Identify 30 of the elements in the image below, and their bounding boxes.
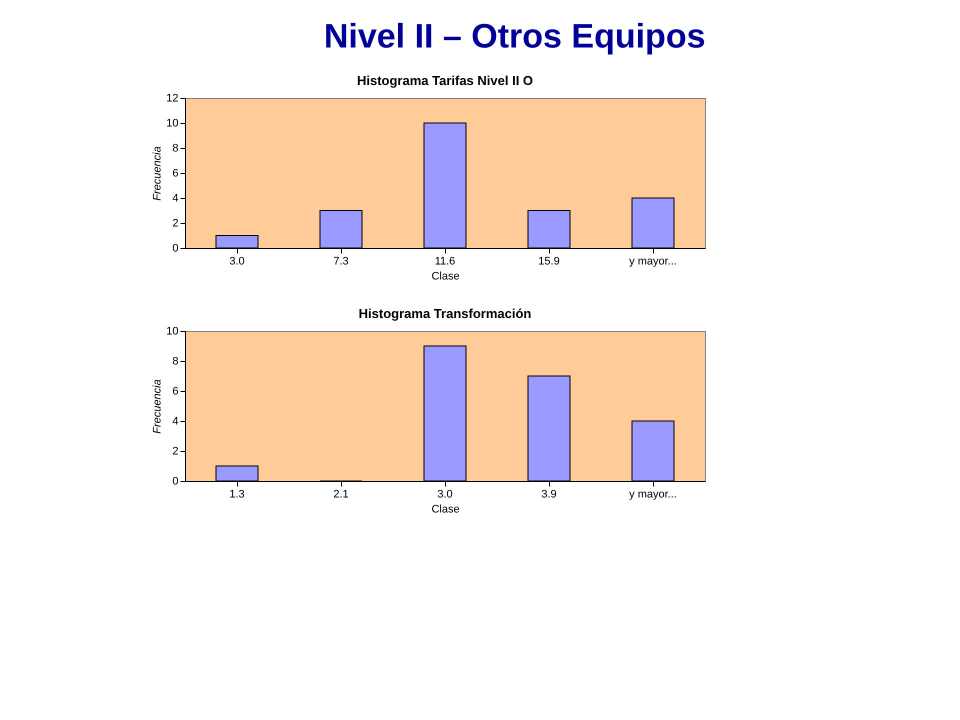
y-tick-label: 0 — [172, 242, 178, 254]
x-tick-label: y mayor... — [629, 488, 677, 500]
x-tick-label: 1.3 — [229, 488, 245, 500]
y-tick-label: 4 — [172, 192, 178, 204]
chart-title: Histograma Tarifas Nivel II O — [356, 73, 534, 88]
y-tick-label: 2 — [172, 446, 178, 458]
x-tick-label: 7.3 — [333, 256, 349, 268]
y-tick-label: 2 — [172, 218, 178, 230]
text: Nivel II – Otros Equipos — [324, 18, 706, 56]
y-axis-title: Frecuencia — [151, 379, 164, 434]
y-tick-label: 10 — [166, 118, 178, 130]
y-tick-label: 12 — [166, 92, 178, 104]
y-tick-label: 0 — [172, 476, 178, 488]
y-tick-label: 6 — [172, 386, 178, 398]
y-tick-label: 10 — [166, 326, 178, 338]
x-tick-label: 2.1 — [333, 488, 349, 500]
x-tick-label: 3.0 — [229, 256, 245, 268]
chart-title: Histograma Transformación — [358, 306, 532, 321]
x-tick-label: 15.9 — [538, 256, 560, 268]
x-tick-label: 3.0 — [437, 488, 453, 500]
y-tick-label: 8 — [172, 356, 178, 368]
x-tick-label: 3.9 — [541, 488, 557, 500]
y-tick-label: 6 — [172, 168, 178, 180]
x-tick-label: y mayor... — [629, 256, 677, 268]
y-tick-label: 4 — [172, 416, 178, 428]
y-axis-title: Frecuencia — [151, 146, 164, 201]
x-axis-title: Clase — [431, 270, 460, 282]
x-axis-title: Clase — [431, 504, 460, 516]
y-tick-label: 8 — [172, 142, 178, 154]
x-tick-label: 11.6 — [434, 256, 456, 268]
